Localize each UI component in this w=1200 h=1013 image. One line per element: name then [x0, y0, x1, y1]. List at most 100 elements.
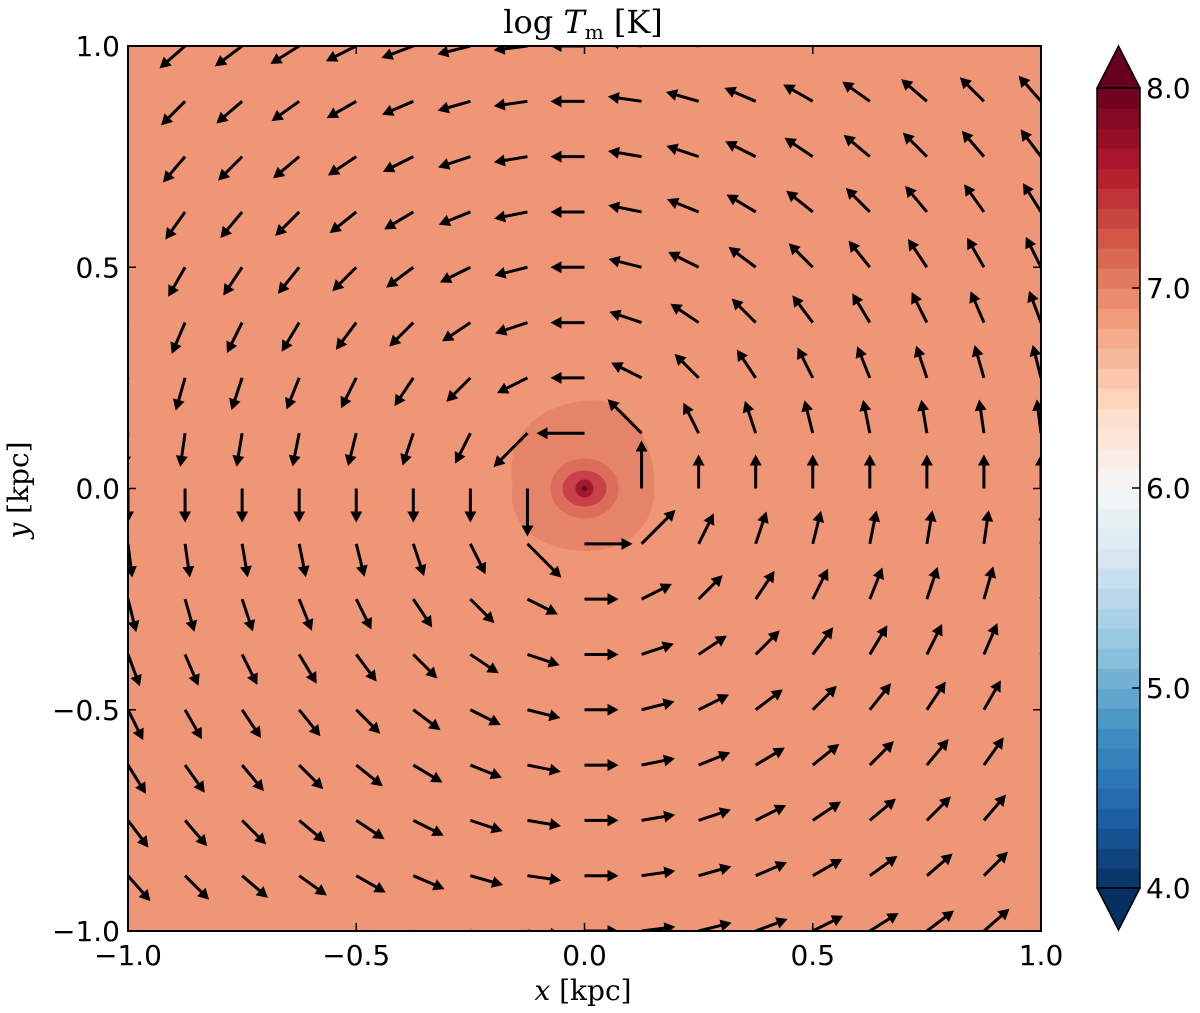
velocity-arrow: [293, 488, 306, 523]
velocity-arrow: [698, 863, 732, 878]
velocity-arrow: [697, 513, 715, 545]
velocity-arrow: [698, 919, 732, 931]
velocity-arrow: [755, 861, 787, 878]
velocity-arrow: [183, 709, 202, 740]
velocity-arrow: [868, 625, 888, 656]
velocity-arrow: [325, 46, 357, 62]
velocity-arrow: [924, 510, 937, 545]
velocity-arrow: [925, 624, 943, 656]
velocity-arrow: [1035, 454, 1041, 489]
velocity-arrow: [355, 708, 381, 734]
y-tick-label: 0.0: [75, 473, 120, 506]
velocity-arrow: [971, 345, 986, 379]
velocity-arrow: [868, 741, 894, 767]
velocity-arrow: [275, 210, 301, 236]
velocity-arrow: [394, 377, 415, 407]
velocity-arrow: [784, 137, 814, 158]
velocity-arrow: [442, 321, 472, 342]
velocity-arrow: [641, 641, 674, 656]
velocity-arrow: [1027, 290, 1041, 324]
velocity-arrow: [697, 635, 727, 656]
velocity-arrow: [1020, 129, 1041, 158]
velocity-arrow: [355, 874, 386, 893]
velocity-arrow: [298, 874, 327, 896]
velocity-arrow: [868, 855, 898, 877]
velocity-arrow: [389, 321, 415, 347]
plot-area: [128, 46, 1041, 931]
velocity-arrow: [332, 266, 358, 292]
x-axis-label: x [kpc]: [534, 974, 631, 1007]
velocity-arrow: [641, 754, 675, 767]
velocity-arrow: [754, 511, 769, 545]
velocity-arrow: [182, 543, 195, 578]
velocity-arrow: [412, 819, 444, 837]
velocity-arrow: [848, 240, 871, 269]
velocity-arrow: [584, 703, 619, 716]
velocity-arrow: [550, 316, 585, 329]
x-tick-label: 0.0: [562, 939, 607, 972]
velocity-arrow: [413, 929, 418, 931]
velocity-arrow: [354, 598, 372, 630]
velocity-arrow: [641, 866, 676, 879]
velocity-arrow: [908, 238, 929, 269]
velocity-arrow: [982, 794, 1007, 822]
velocity-arrow: [216, 100, 244, 124]
x-tick-label: −0.5: [322, 939, 390, 972]
velocity-arrow: [527, 708, 561, 722]
colorbar: 4.0 5.0 6.0 7.0 8.0: [1095, 44, 1191, 932]
velocity-arrows: [128, 46, 1041, 931]
velocity-arrow: [128, 874, 151, 902]
velocity-arrow: [550, 205, 585, 218]
velocity-arrow: [297, 653, 317, 684]
velocity-arrow: [411, 543, 427, 577]
velocity-arrow: [754, 689, 783, 711]
velocity-arrow: [273, 155, 301, 179]
velocity-arrow: [527, 818, 561, 831]
velocity-arrow: [469, 818, 503, 834]
velocity-arrow: [285, 377, 301, 410]
velocity-arrow: [232, 432, 245, 467]
velocity-arrow: [495, 321, 528, 336]
velocity-arrow: [961, 130, 986, 158]
velocity-arrow: [726, 194, 757, 214]
velocity-arrow: [240, 708, 261, 739]
velocity-arrow: [982, 680, 1001, 711]
velocity-arrow: [754, 747, 785, 767]
velocity-arrow: [692, 454, 705, 489]
velocity-arrow: [855, 346, 872, 379]
velocity-arrow: [811, 568, 829, 600]
velocity-arrow: [464, 488, 477, 523]
colorbar-tick-label: 7.0: [1146, 272, 1191, 305]
velocity-arrow: [674, 353, 700, 379]
velocity-arrow: [1039, 873, 1041, 876]
velocity-arrow: [355, 819, 385, 840]
velocity-arrow: [175, 432, 188, 467]
velocity-arrow: [494, 265, 528, 279]
velocity-arrow: [742, 400, 758, 434]
velocity-arrow: [469, 708, 501, 726]
velocity-arrow: [165, 211, 187, 240]
velocity-arrow: [608, 201, 642, 214]
velocity-arrow: [668, 251, 700, 269]
velocity-arrow: [161, 100, 187, 126]
velocity-arrow: [493, 432, 529, 468]
velocity-arrow: [183, 598, 198, 632]
velocity-arrow: [183, 764, 205, 793]
velocity-arrow: [1038, 46, 1041, 48]
y-axis: −1.0 −0.5 0.0 0.5 1.0: [52, 30, 1041, 948]
velocity-arrow: [811, 510, 825, 545]
core-peak: [582, 486, 587, 491]
velocity-arrow: [128, 377, 130, 402]
velocity-arrow: [277, 266, 301, 294]
velocity-arrow: [407, 488, 420, 523]
velocity-arrow: [792, 295, 814, 324]
velocity-arrow: [868, 683, 892, 711]
velocity-arrow: [550, 371, 585, 384]
velocity-arrow: [536, 427, 585, 440]
velocity-arrow: [526, 597, 558, 615]
velocity-arrow: [725, 140, 757, 158]
velocity-arrow: [128, 101, 130, 104]
velocity-arrow: [754, 570, 775, 600]
velocity-arrow: [497, 376, 529, 394]
